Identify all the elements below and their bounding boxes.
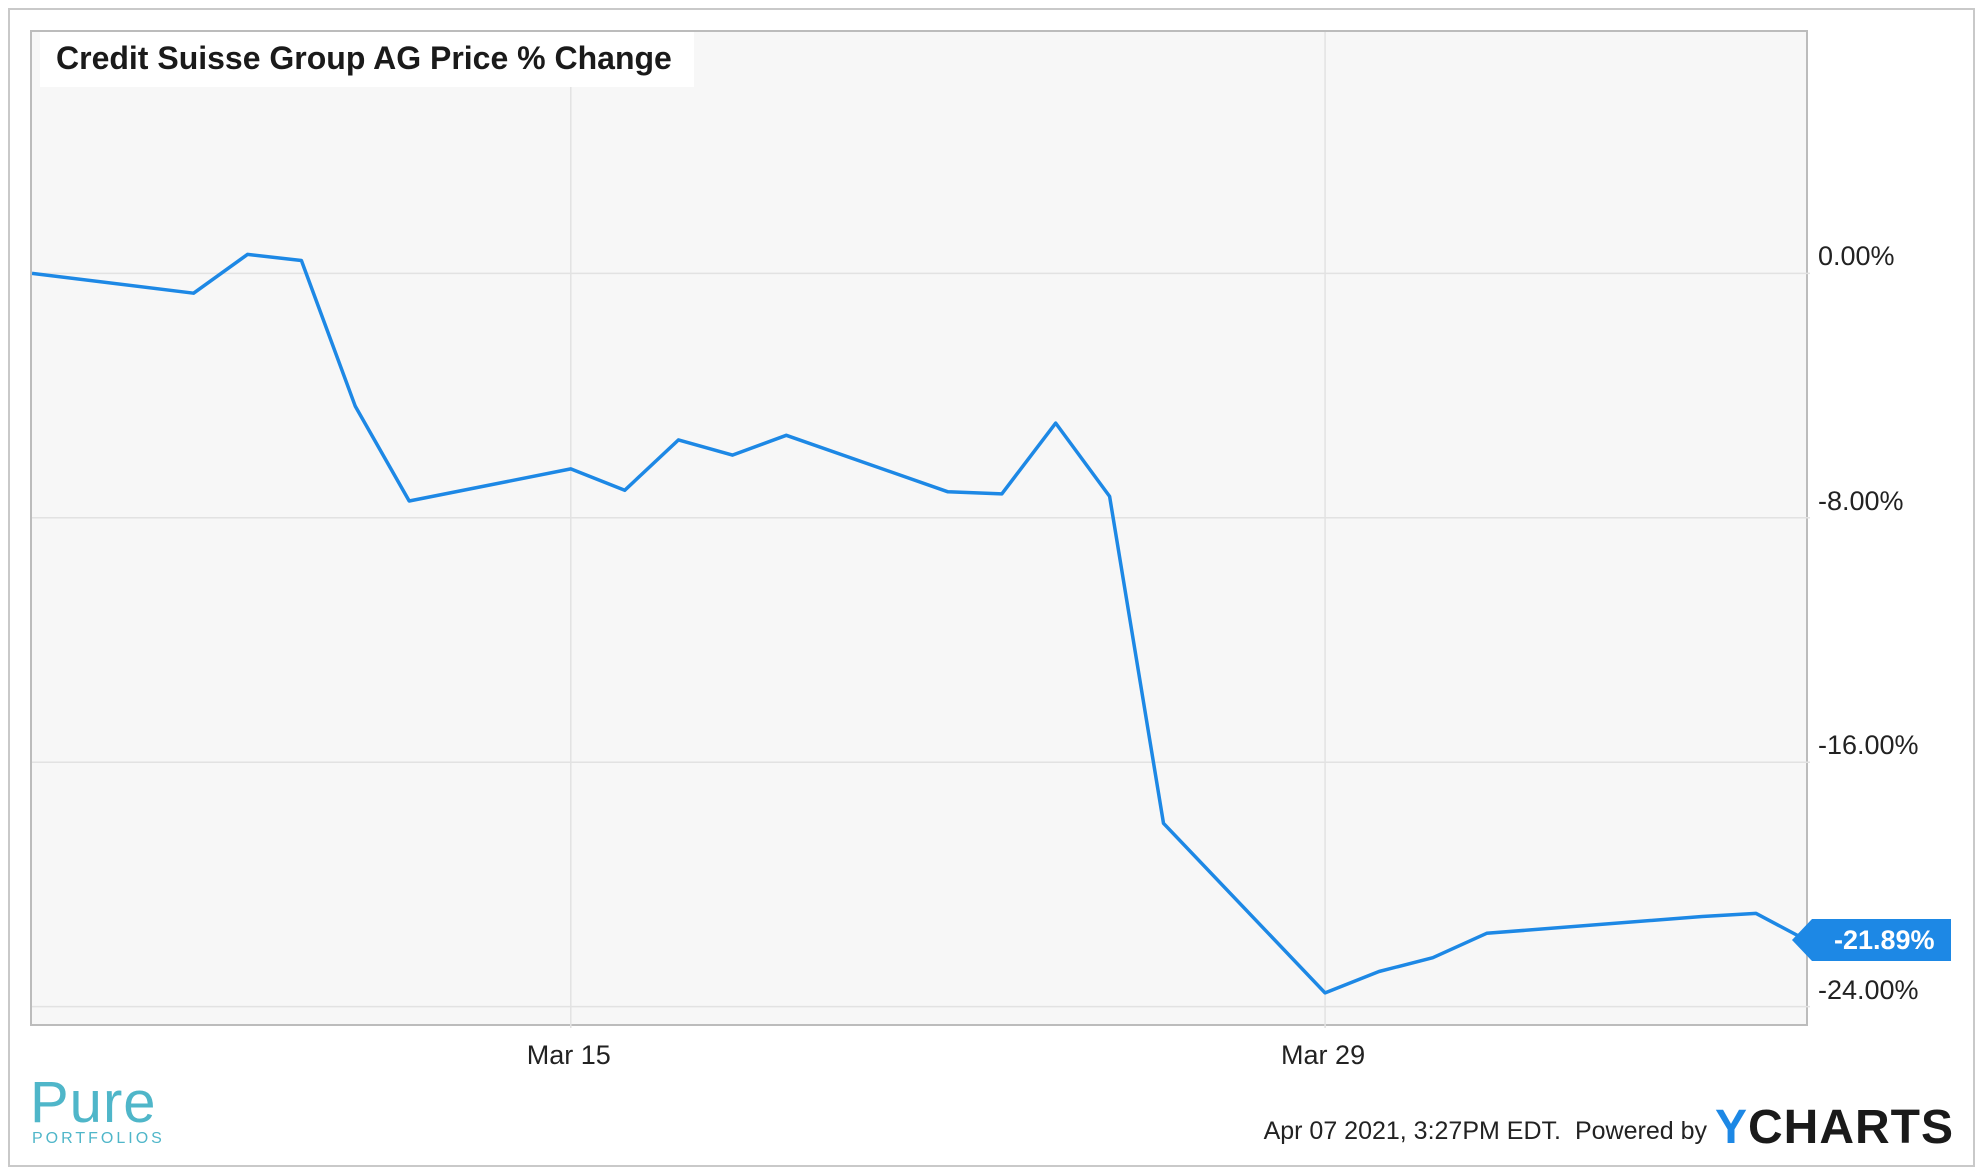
footer-timestamp: Apr 07 2021, 3:27PM EDT. [1263,1117,1561,1145]
brand-pure-text: Pure [30,1070,157,1135]
footer: Apr 07 2021, 3:27PM EDT. Powered by YCHA… [1263,1104,1954,1152]
y-tick-label: -8.00% [1818,485,1904,516]
y-tick-label: -16.00% [1818,730,1919,761]
series-line [32,252,1810,995]
chart-canvas [32,32,1810,1028]
ycharts-logo-text: CHARTS [1748,1101,1954,1154]
brand-portfolios-text: PORTFOLIOS [32,1130,165,1147]
y-tick-label: 0.00% [1818,241,1895,272]
plot-area [30,30,1810,1028]
chart-title: Credit Suisse Group AG Price % Change [40,32,694,87]
footer-powered-by: Powered by [1574,1117,1707,1145]
pure-portfolios-logo: Pure PORTFOLIOS [30,1070,165,1148]
last-value-badge: -21.89% [1792,919,1951,962]
ycharts-logo-y: Y [1714,1101,1748,1154]
y-tick-label: -24.00% [1818,974,1919,1005]
ycharts-logo[interactable]: YCHARTS [1715,1104,1954,1152]
x-tick-label: Mar 29 [1281,1040,1366,1070]
x-tick-label: Mar 15 [526,1040,611,1070]
